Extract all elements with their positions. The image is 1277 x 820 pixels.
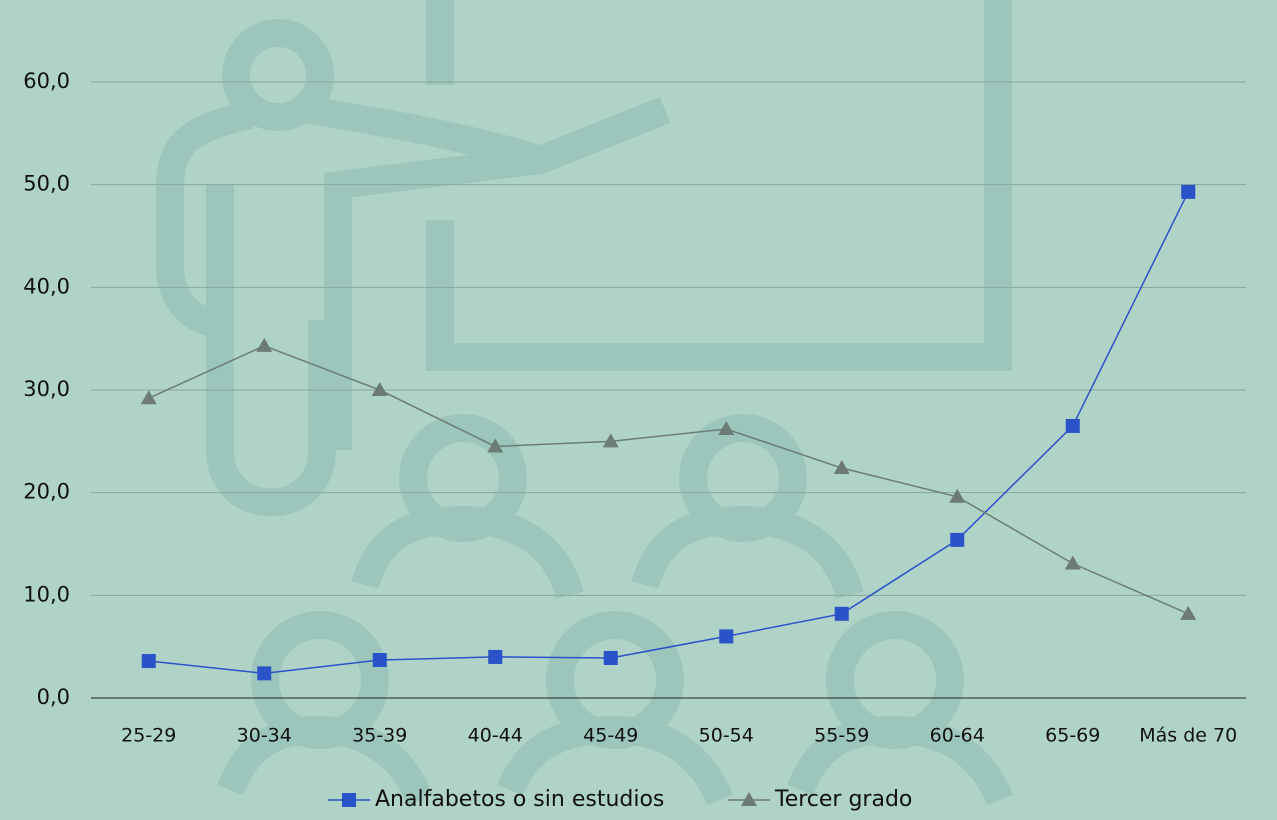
marker xyxy=(372,653,387,668)
marker xyxy=(487,438,504,453)
series-line xyxy=(148,345,1189,615)
x-tick-label: 40-44 xyxy=(468,725,523,747)
marker xyxy=(834,606,849,621)
background-illustration xyxy=(156,0,1013,806)
y-tick-label: 20,0 xyxy=(23,480,70,504)
marker xyxy=(1180,605,1197,620)
marker xyxy=(741,792,757,806)
marker xyxy=(140,390,157,405)
marker xyxy=(257,666,272,681)
x-tick-label: 50-54 xyxy=(699,725,754,747)
x-tick-label: 30-34 xyxy=(237,725,292,747)
x-tick-label: 25-29 xyxy=(121,725,176,747)
x-tick-label: 45-49 xyxy=(583,725,638,747)
x-tick-label: 55-59 xyxy=(814,725,869,747)
marker xyxy=(602,433,619,448)
marker xyxy=(1065,418,1080,433)
marker xyxy=(1064,555,1081,570)
marker xyxy=(719,629,734,644)
marker xyxy=(718,421,735,436)
marker xyxy=(141,654,156,669)
x-tick-label: 60-64 xyxy=(930,725,985,747)
y-tick-label: 60,0 xyxy=(23,69,70,93)
marker xyxy=(950,532,965,547)
legend-label: Analfabetos o sin estudios xyxy=(375,787,664,812)
y-tick-label: 40,0 xyxy=(23,274,70,298)
x-tick-label: Más de 70 xyxy=(1139,725,1237,747)
x-tick-label: 65-69 xyxy=(1045,725,1100,747)
y-tick-label: 30,0 xyxy=(23,377,70,401)
y-tick-label: 0,0 xyxy=(37,685,70,709)
marker xyxy=(371,382,388,396)
marker xyxy=(1181,184,1196,199)
marker xyxy=(342,793,356,807)
marker xyxy=(488,649,503,664)
series-line xyxy=(148,191,1189,675)
marker xyxy=(603,650,618,665)
x-tick-label: 35-39 xyxy=(352,725,407,747)
marker xyxy=(833,460,850,475)
legend-label: Tercer grado xyxy=(774,787,912,812)
marker xyxy=(949,488,966,503)
y-tick-label: 10,0 xyxy=(23,582,70,606)
marker xyxy=(256,337,273,352)
y-tick-label: 50,0 xyxy=(23,172,70,196)
